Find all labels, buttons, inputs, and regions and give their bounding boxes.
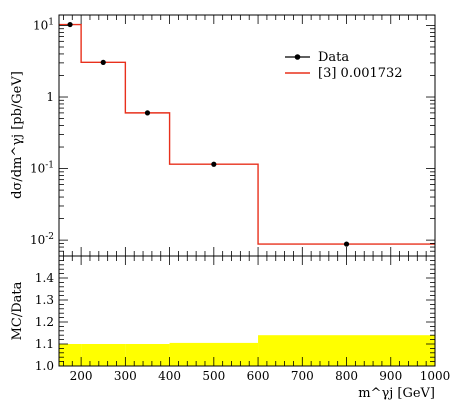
x-tick-label: 600 [247, 369, 270, 383]
legend-data-label: Data [318, 50, 349, 65]
x-tick-label: 500 [202, 369, 225, 383]
y-tick-label: 10-1 [30, 161, 54, 176]
x-tick-label: 400 [158, 369, 181, 383]
ratio-y-tick-label: 1.0 [35, 359, 54, 373]
x-tick-label: 200 [70, 369, 93, 383]
ratio-ylabel: MC/Data [10, 281, 25, 340]
axis-ticks [59, 15, 436, 367]
x-tick-label: 700 [291, 369, 314, 383]
data-point [100, 59, 106, 65]
x-tick-label: 300 [114, 369, 137, 383]
ratio-plot-frame [58, 255, 436, 367]
x-tick-label: 1000 [420, 369, 450, 383]
x-tick-label: 800 [335, 369, 358, 383]
ratio-band-bin [169, 342, 259, 366]
main-plot-frame [58, 14, 436, 257]
xlabel: m^γj [GeV] [358, 386, 435, 401]
legend: Data [3] 0.001732 [285, 50, 403, 81]
ratio-y-tick-label: 1.4 [35, 271, 54, 285]
legend-model-label: [3] 0.001732 [318, 66, 403, 81]
y-tick-label: 1 [46, 90, 54, 104]
data-point [144, 110, 151, 116]
data-point [343, 241, 350, 247]
main-series [59, 21, 435, 247]
ratio-band-bin [81, 344, 126, 366]
data-point [211, 161, 217, 167]
ratio-y-tick-label: 1.2 [35, 315, 54, 329]
ratio-band [59, 335, 435, 366]
model-step-line [59, 23, 435, 245]
main-ylabel: dσ/dm^γj [pb/GeV] [10, 71, 25, 199]
data-point [67, 21, 73, 28]
ratio-y-tick-label: 1.1 [35, 337, 54, 351]
x-tick-label: 900 [379, 369, 402, 383]
ratio-band-bin [125, 344, 170, 366]
ratio-band-bin [59, 344, 82, 366]
axis-tick-labels: 10-2 10-1 1 101 1.0 1.1 1.2 1.3 1.4 200 300 400 500 6… [30, 17, 450, 383]
y-tick-label: 10-2 [30, 232, 54, 247]
ratio-y-tick-label: 1.3 [35, 293, 54, 307]
legend-data-marker [294, 54, 301, 60]
y-tick-label: 101 [33, 17, 54, 32]
